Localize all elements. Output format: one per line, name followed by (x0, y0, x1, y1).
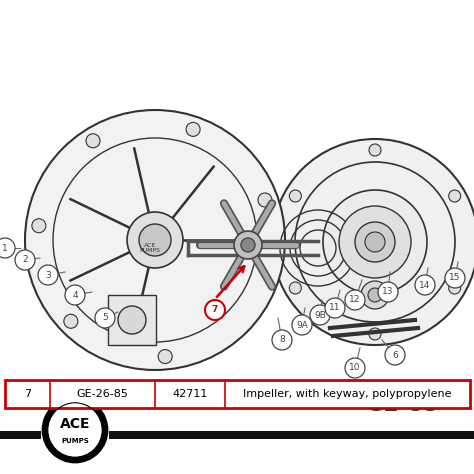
Circle shape (272, 139, 474, 345)
Bar (109, 431, 474, 439)
Text: 13: 13 (382, 288, 394, 297)
Text: 12: 12 (349, 295, 361, 304)
Text: ACE
PUMPS: ACE PUMPS (139, 243, 161, 253)
Bar (5, 380, 470, 408)
Text: 10: 10 (349, 364, 361, 373)
Text: PUMPS: PUMPS (61, 438, 89, 444)
Circle shape (445, 268, 465, 288)
Circle shape (64, 314, 78, 328)
Circle shape (118, 306, 146, 334)
Circle shape (368, 288, 382, 302)
Circle shape (355, 222, 395, 262)
Circle shape (289, 282, 301, 294)
Circle shape (0, 238, 15, 258)
Circle shape (310, 305, 330, 325)
Circle shape (95, 308, 115, 328)
Circle shape (385, 345, 405, 365)
Text: Impeller, with keyway, polypropylene: Impeller, with keyway, polypropylene (243, 389, 452, 399)
Circle shape (186, 122, 200, 137)
Circle shape (289, 190, 301, 202)
Circle shape (65, 285, 85, 305)
Bar (108, 295, 156, 345)
Circle shape (234, 231, 262, 259)
Text: 15: 15 (449, 273, 461, 283)
Circle shape (258, 193, 272, 207)
Circle shape (15, 250, 35, 270)
Circle shape (43, 398, 107, 462)
Text: 7: 7 (212, 306, 218, 315)
Circle shape (369, 328, 381, 340)
Text: 5: 5 (102, 313, 108, 322)
Circle shape (339, 206, 411, 278)
Text: 2: 2 (22, 255, 28, 264)
Circle shape (365, 232, 385, 252)
Text: GE-85: GE-85 (366, 395, 440, 415)
Bar (0, 431, 41, 439)
Circle shape (205, 300, 225, 320)
Text: 9B: 9B (314, 310, 326, 319)
Circle shape (449, 190, 461, 202)
Circle shape (325, 298, 345, 318)
Text: 8: 8 (279, 336, 285, 345)
Circle shape (38, 265, 58, 285)
Circle shape (323, 190, 427, 294)
Text: 11: 11 (329, 303, 341, 312)
Circle shape (369, 144, 381, 156)
Text: GE-26-85: GE-26-85 (77, 389, 128, 399)
Circle shape (378, 282, 398, 302)
Circle shape (272, 330, 292, 350)
Circle shape (32, 219, 46, 233)
Text: 3: 3 (45, 271, 51, 280)
Text: ACE: ACE (60, 417, 90, 431)
Text: 42711: 42711 (173, 389, 208, 399)
Circle shape (86, 134, 100, 148)
Text: 14: 14 (419, 281, 431, 290)
Text: 7: 7 (24, 389, 31, 399)
Circle shape (449, 282, 461, 294)
Text: 9A: 9A (296, 320, 308, 329)
Circle shape (25, 110, 285, 370)
Circle shape (127, 212, 183, 268)
Circle shape (241, 238, 255, 252)
Circle shape (292, 315, 312, 335)
Circle shape (139, 224, 171, 256)
Text: 1: 1 (2, 244, 8, 253)
Circle shape (158, 349, 172, 364)
Text: 6: 6 (392, 350, 398, 359)
Circle shape (345, 290, 365, 310)
Circle shape (415, 275, 435, 295)
Text: 4: 4 (72, 291, 78, 300)
Circle shape (345, 358, 365, 378)
Circle shape (361, 281, 389, 309)
Circle shape (47, 402, 103, 458)
